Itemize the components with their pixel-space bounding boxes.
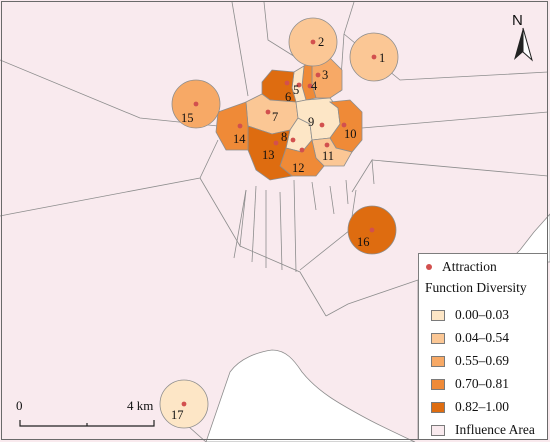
attraction-label-1: 1 xyxy=(379,51,385,65)
north-arrow-icon xyxy=(514,27,533,62)
attraction-point-6 xyxy=(284,80,290,86)
legend-class-4: 0.70–0.81 xyxy=(419,374,509,394)
legend-swatch-3 xyxy=(431,355,445,367)
legend-swatch-5 xyxy=(431,401,445,413)
legend-title-text: Function Diversity xyxy=(425,280,527,295)
attraction-label-2: 2 xyxy=(318,35,324,49)
legend: Attraction Function Diversity 0.00–0.03 … xyxy=(418,253,548,440)
attraction-point-7 xyxy=(265,109,271,115)
attraction-label-3: 3 xyxy=(322,68,328,82)
attraction-label-8: 8 xyxy=(281,130,287,144)
attraction-point-12 xyxy=(299,147,305,153)
attraction-dot-icon xyxy=(426,264,432,270)
legend-swatch-influence xyxy=(431,424,445,436)
legend-influence: Influence Area xyxy=(419,420,535,440)
legend-class-1: 0.00–0.03 xyxy=(419,305,509,325)
legend-class-label-5: 0.82–1.00 xyxy=(455,399,509,414)
attraction-point-11 xyxy=(324,142,330,148)
legend-class-label-4: 0.70–0.81 xyxy=(455,376,509,391)
legend-class-2: 0.04–0.54 xyxy=(419,328,509,348)
legend-class-label-2: 0.04–0.54 xyxy=(455,330,509,345)
attraction-label-14: 14 xyxy=(233,132,246,146)
water-body xyxy=(205,349,416,442)
attraction-point-10 xyxy=(341,122,347,128)
influence-cells xyxy=(215,57,363,181)
attraction-label-15: 15 xyxy=(181,111,194,125)
legend-class-5: 0.82–1.00 xyxy=(419,397,509,417)
influence-area-13 xyxy=(247,125,293,181)
legend-swatch-1 xyxy=(431,309,445,321)
attraction-point-1 xyxy=(371,54,377,60)
attraction-label-16: 16 xyxy=(357,235,370,249)
attraction-point-17 xyxy=(181,401,187,407)
attraction-label-10: 10 xyxy=(344,127,357,141)
attraction-label-7: 7 xyxy=(272,110,278,124)
attraction-point-3 xyxy=(315,72,321,78)
attraction-point-9 xyxy=(319,122,325,128)
attraction-point-15 xyxy=(193,101,199,107)
legend-swatch-4 xyxy=(431,378,445,390)
attraction-point-4 xyxy=(307,83,313,89)
attraction-label-17: 17 xyxy=(171,408,184,422)
attraction-label-5: 5 xyxy=(293,83,299,97)
legend-title: Function Diversity xyxy=(419,278,527,298)
attraction-point-14 xyxy=(237,123,243,129)
influence-area-14 xyxy=(215,101,249,151)
legend-attraction: Attraction xyxy=(419,257,497,277)
attraction-point-16 xyxy=(369,227,375,233)
legend-swatch-2 xyxy=(431,332,445,344)
attraction-point-5 xyxy=(296,82,302,88)
scale-bar-start-label: 0 xyxy=(16,398,23,413)
north-label: N xyxy=(512,12,523,29)
legend-class-label-3: 0.55–0.69 xyxy=(455,353,509,368)
attraction-point-2 xyxy=(310,39,316,45)
legend-class-label-1: 0.00–0.03 xyxy=(455,307,509,322)
attraction-label-12: 12 xyxy=(292,161,305,175)
attraction-point-8 xyxy=(290,137,296,143)
scale-bar xyxy=(19,420,155,427)
legend-influence-label: Influence Area xyxy=(455,422,535,437)
attraction-label-4: 4 xyxy=(311,79,318,93)
attraction-label-6: 6 xyxy=(285,90,291,104)
legend-class-3: 0.55–0.69 xyxy=(419,351,509,371)
attraction-label-11: 11 xyxy=(322,149,334,163)
attraction-label-13: 13 xyxy=(262,148,275,162)
attraction-point-13 xyxy=(273,140,279,146)
scale-bar-end-label: 4 km xyxy=(127,398,153,413)
legend-attraction-label: Attraction xyxy=(442,259,497,274)
attraction-label-9: 9 xyxy=(308,115,314,129)
